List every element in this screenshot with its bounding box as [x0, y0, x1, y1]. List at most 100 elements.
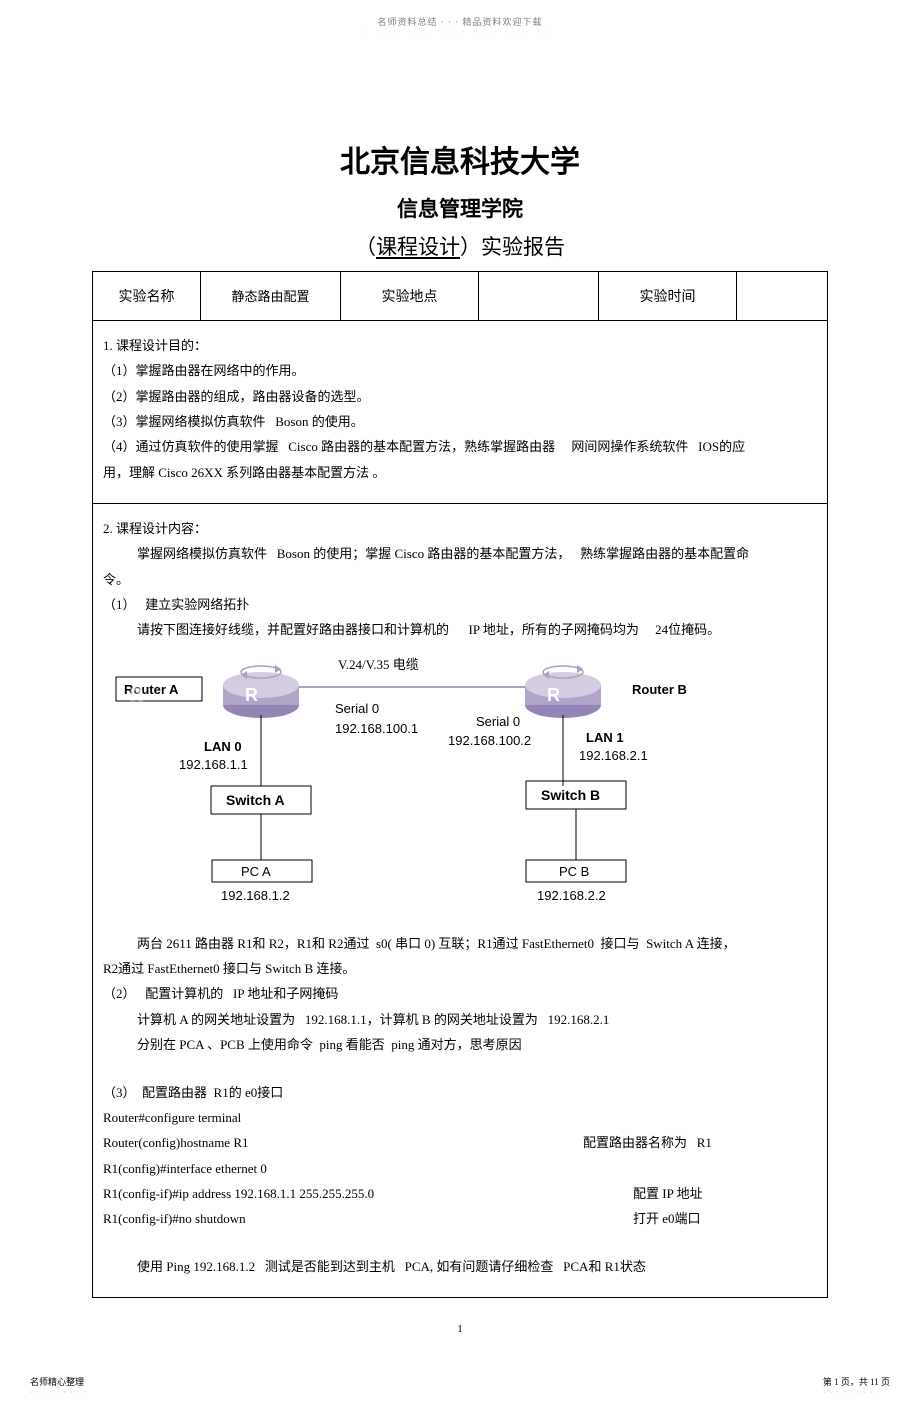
routerA-R2: R	[245, 685, 258, 705]
diagram-svg: V.24/V.35 电缆 Router A R R Router B	[113, 653, 813, 913]
sec2-l1b: Boson 的使用；掌握 Cisco 路由器的基本配置方法，	[277, 546, 571, 561]
sec2b-l10a: R1(config-if)#ip address 192.168.1.1 255…	[103, 1181, 633, 1206]
sec2b-l3b: 配置计算机的	[145, 986, 223, 1001]
footer-dots-left: · · · · · · · · ·	[30, 1388, 87, 1397]
sec2b-l6c: R1的 e0接口	[214, 1085, 284, 1100]
sec2-l1c: 熟练掌握路由器的基本配置命	[580, 546, 749, 561]
sec2b-l6b: 配置路由器	[142, 1085, 207, 1100]
sec1-l3b: Boson 的使用。	[275, 414, 363, 429]
sec2-l4: 请按下图连接好线缆，并配置好路由器接口和计算机的 IP 地址，所有的子网掩码均为…	[103, 617, 817, 642]
sec1-l3a: （3）掌握网络模拟仿真软件	[103, 414, 266, 429]
subtitle-2: （课程设计）实验报告	[0, 231, 920, 261]
sec2b-l4: 计算机 A 的网关地址设置为 192.168.1.1，计算机 B 的网关地址设置…	[103, 1007, 817, 1032]
ip100-1-label: 192.168.100.1	[335, 721, 418, 736]
sec1-l5: 用，理解 Cisco 26XX 系列路由器基本配置方法 。	[103, 460, 817, 485]
lan0-label: LAN 0	[204, 739, 242, 754]
sec2b-l8a: Router(config)hostname R1	[103, 1130, 583, 1155]
header-note: 名师资料总结 · · · 精品资料欢迎下载	[0, 0, 920, 28]
routerA-R: R	[130, 685, 143, 705]
sec2b-l1b: s0( 串口 0) 互联；R1通过 FastEthernet0	[376, 936, 594, 951]
switchB-label: Switch B	[541, 787, 600, 803]
ip2-1-label: 192.168.2.1	[579, 748, 648, 763]
sec2b-l3: （2） 配置计算机的 IP 地址和子网掩码	[103, 981, 817, 1006]
sec2b-l11: R1(config-if)#no shutdown打开 e0端口	[103, 1206, 817, 1231]
sec1-l3: （3）掌握网络模拟仿真软件 Boson 的使用。	[103, 409, 817, 434]
page-number: 1	[0, 1323, 920, 1335]
sec1-l4a: （4）通过仿真软件的使用掌握	[103, 439, 279, 454]
sec2b-l6a: （3）	[103, 1085, 136, 1100]
hdr-c4	[479, 272, 599, 321]
sec2b-l6: （3） 配置路由器 R1的 e0接口	[103, 1080, 817, 1105]
sec2b-l4a: 计算机 A 的网关地址设置为	[137, 1012, 295, 1027]
sec2-l4b: IP 地址，所有的子网掩码均为	[469, 622, 639, 637]
sec2-l3a: （1）	[103, 597, 136, 612]
footer-dots-right: · · · · · · · · ·	[823, 1388, 890, 1397]
sec1-l4d: IOS的应	[698, 439, 745, 454]
sec1-l4c: 网间网操作系统软件	[571, 439, 688, 454]
sec2b-l12c: PCA, 如有问题请仔细检查	[405, 1259, 554, 1274]
sec2-l3: （1） 建立实验网络拓扑	[103, 592, 817, 617]
sub2-left: （	[355, 236, 376, 259]
header-dots: · · · · · · · · · · · · · · · · · ·	[0, 28, 920, 47]
lan1-label: LAN 1	[586, 730, 624, 745]
sec2b-l12: 使用 Ping 192.168.1.2 测试是否能到达到主机 PCA, 如有问题…	[103, 1254, 817, 1279]
sec2b-l2: R2通过 FastEthernet0 接口与 Switch B 连接。	[103, 956, 817, 981]
sec2-l1: 掌握网络模拟仿真软件 Boson 的使用；掌握 Cisco 路由器的基本配置方法…	[103, 541, 817, 566]
sec1-title: 1. 课程设计目的：	[103, 333, 817, 358]
serial0b-label: Serial 0	[476, 714, 520, 729]
sec2-title: 2. 课程设计内容：	[103, 516, 817, 541]
routerB-arrow2	[577, 665, 583, 673]
hdr-c5: 实验时间	[599, 272, 737, 321]
pcB-label: PC B	[559, 864, 589, 879]
sec2b-l5b: ping 看能否	[319, 1037, 384, 1052]
sec1-l4: （4）通过仿真软件的使用掌握 Cisco 路由器的基本配置方法，熟练掌握路由器 …	[103, 434, 817, 459]
footer-right: 第 1 页，共 11 页	[823, 1375, 890, 1388]
sec2b-l10b: 配置 IP 地址	[633, 1186, 703, 1201]
main-title: 北京信息科技大学	[0, 137, 920, 181]
hdr-c6	[737, 272, 828, 321]
pcA-label: PC A	[241, 864, 271, 879]
switchA-label: Switch A	[226, 792, 285, 808]
hdr-c3: 实验地点	[341, 272, 479, 321]
sec2b-l1a: 两台 2611 路由器 R1和 R2，R1和 R2通过	[137, 936, 369, 951]
sec2b-l4c: 192.168.2.1	[548, 1012, 610, 1027]
sec2b-l8b: 配置路由器名称为	[583, 1135, 687, 1150]
sec2b-l11b: 打开 e0端口	[633, 1211, 701, 1226]
sec2b-l12d: PCA和 R1状态	[563, 1259, 646, 1274]
serial0a-label: Serial 0	[335, 701, 379, 716]
sub2-mid: 课程设计	[376, 236, 460, 259]
report-table: 实验名称 静态路由配置 实验地点 实验时间 1. 课程设计目的： （1）掌握路由…	[92, 271, 828, 1298]
sec2b-l5c: ping 通对方，思考原因	[391, 1037, 521, 1052]
sec2b-l1d: Switch A 连接，	[646, 936, 736, 951]
sec2b-l12b: 测试是否能到达到主机	[265, 1259, 395, 1274]
section-2-cell: 2. 课程设计内容： 掌握网络模拟仿真软件 Boson 的使用；掌握 Cisco…	[93, 504, 828, 1298]
routerA-arrow2	[275, 665, 281, 673]
header-row: 实验名称 静态路由配置 实验地点 实验时间	[93, 272, 828, 321]
ip100-2-label: 192.168.100.2	[448, 733, 531, 748]
sec2-l4c: 24位掩码。	[655, 622, 720, 637]
sec2b-l5a: 分别在 PCA 、PCB 上使用命令	[137, 1037, 313, 1052]
sec2b-l1c: 接口与	[601, 936, 640, 951]
network-diagram: V.24/V.35 电缆 Router A R R Router B	[103, 643, 817, 931]
sec2b-l11a: R1(config-if)#no shutdown	[103, 1206, 633, 1231]
sec2b-l3a: （2）	[103, 986, 136, 1001]
sec1-l4b: Cisco 路由器的基本配置方法，熟练掌握路由器	[288, 439, 555, 454]
routerB-label: Router B	[632, 682, 687, 697]
sec2b-l1: 两台 2611 路由器 R1和 R2，R1和 R2通过 s0( 串口 0) 互联…	[103, 931, 817, 956]
sec1-l1: （1）掌握路由器在网络中的作用。	[103, 358, 817, 383]
sec2b-l9: R1(config)#interface ethernet 0	[103, 1156, 817, 1181]
ip1-2-label: 192.168.1.2	[221, 888, 290, 903]
hdr-c1: 实验名称	[93, 272, 201, 321]
footer-left: 名师精心整理	[30, 1375, 87, 1388]
sec2b-l7: Router#configure terminal	[103, 1105, 817, 1130]
hdr-c2: 静态路由配置	[201, 272, 341, 321]
sec2b-l8c: R1	[697, 1135, 712, 1150]
routerB-top	[525, 672, 601, 698]
sec1-l2: （2）掌握路由器的组成，路由器设备的选型。	[103, 384, 817, 409]
sec2-l4a: 请按下图连接好线缆，并配置好路由器接口和计算机的	[137, 622, 449, 637]
routerB-R: R	[547, 685, 560, 705]
ip2-2-label: 192.168.2.2	[537, 888, 606, 903]
routerA-top	[223, 672, 299, 698]
sec2-l2: 令。	[103, 567, 817, 592]
sec2b-l3c: IP 地址和子网掩码	[233, 986, 338, 1001]
